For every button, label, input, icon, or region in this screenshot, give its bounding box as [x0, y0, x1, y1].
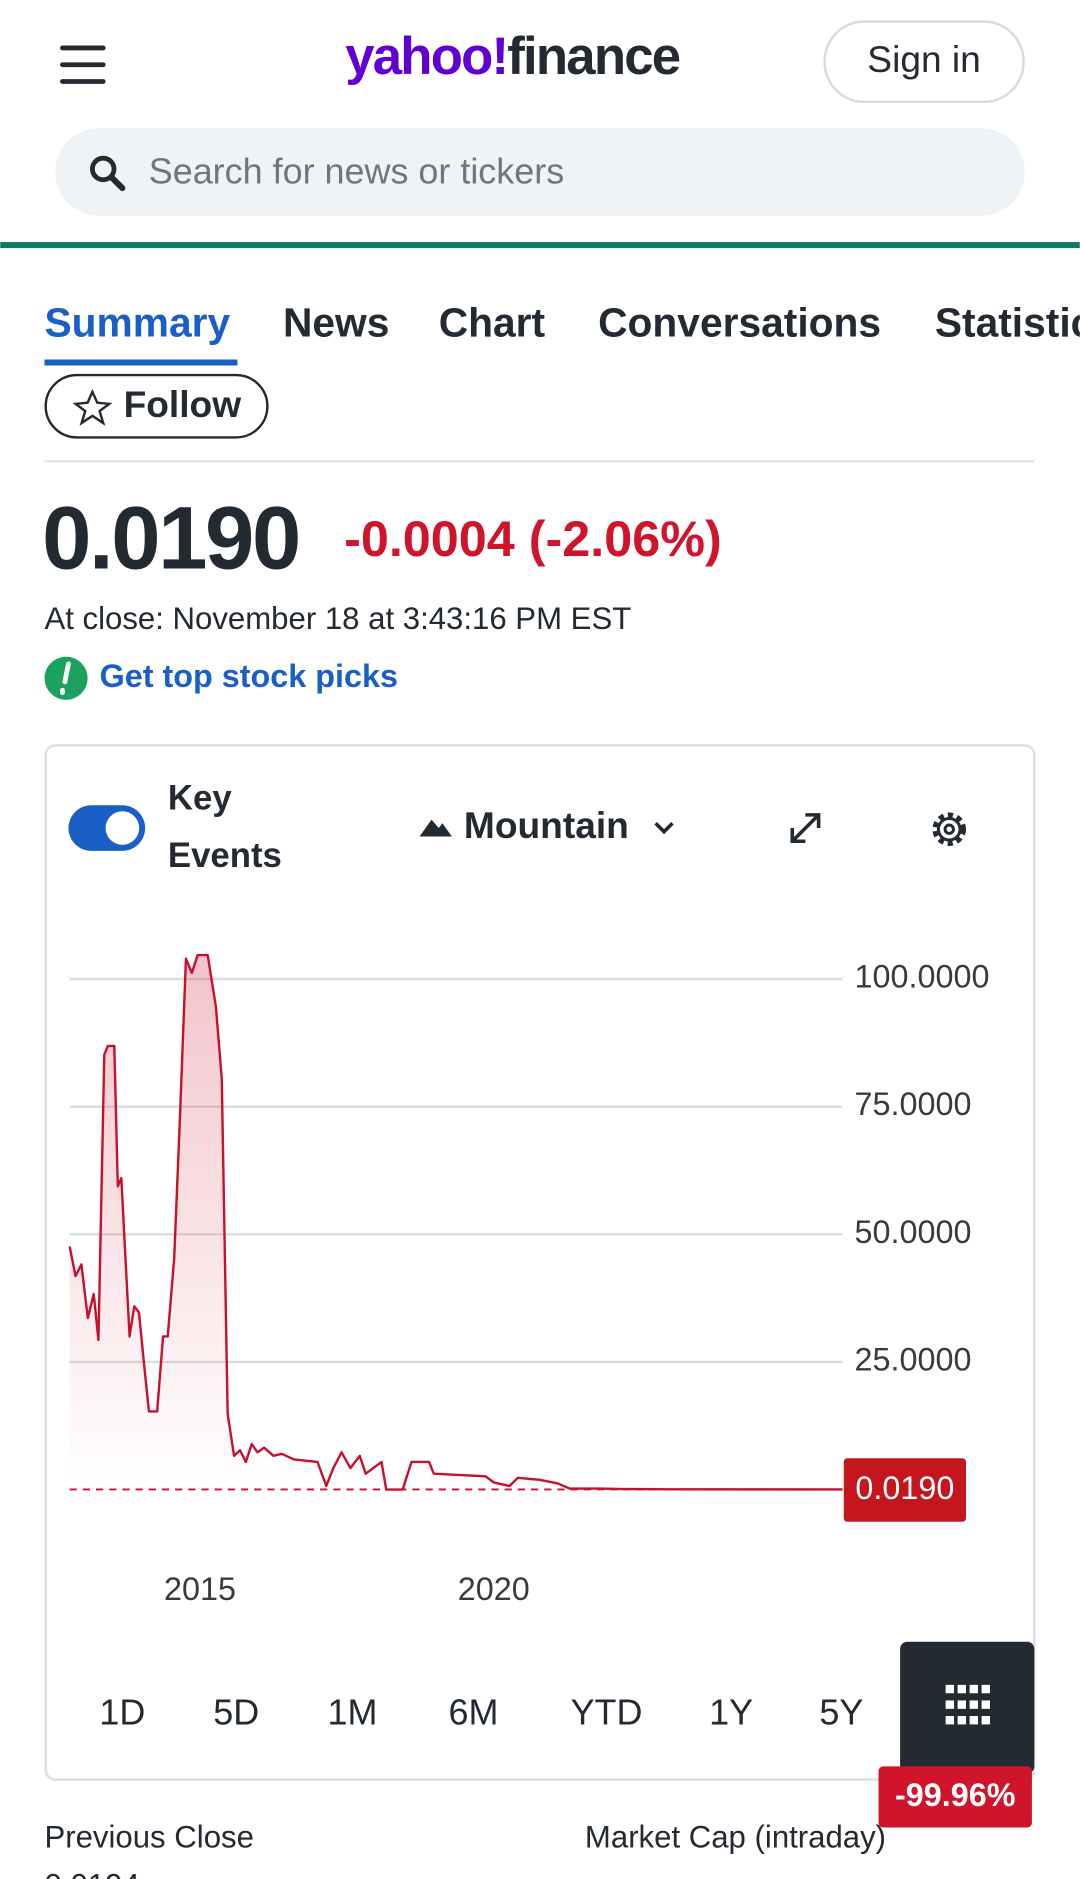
- tab[interactable]: Statistics: [935, 300, 1080, 346]
- x-tick-label: 2020: [458, 1571, 530, 1607]
- tab[interactable]: Conversations: [598, 300, 881, 346]
- gear-teeth: [932, 812, 967, 847]
- range-change-badge: [878, 1766, 1032, 1828]
- tab[interactable]: Summary: [44, 300, 230, 346]
- search-bar[interactable]: [55, 128, 1025, 216]
- tab[interactable]: News: [283, 300, 389, 346]
- follow-label: Follow: [124, 383, 242, 425]
- expand-button[interactable]: [790, 813, 821, 844]
- stat-label: Previous Close: [44, 1820, 253, 1855]
- grid-dot: [981, 1716, 990, 1725]
- grid-dots: [945, 1684, 990, 1725]
- chevron-icon: [654, 821, 674, 835]
- y-tick-label: 50.0000: [855, 1214, 972, 1250]
- range-button[interactable]: 1Y: [709, 1691, 753, 1732]
- menu-bar: [60, 79, 106, 84]
- current-price-label: 0.0190: [855, 1470, 954, 1506]
- search-icon-handle: [108, 174, 126, 192]
- y-tick-label: 100.0000: [855, 959, 990, 995]
- star-icon: [72, 388, 113, 426]
- logo-yahoo: yahoo!: [345, 27, 507, 86]
- grid-dot: [957, 1684, 967, 1694]
- header-divider: [0, 242, 1080, 249]
- grid-dot: [945, 1684, 955, 1694]
- stat-value: 0.0194: [44, 1868, 139, 1879]
- gear-hole: [943, 823, 955, 835]
- chart-style-select[interactable]: Mountain: [464, 804, 629, 846]
- settings-button[interactable]: [932, 812, 967, 847]
- grid-dot: [981, 1684, 990, 1694]
- range-button[interactable]: 5Y: [819, 1691, 863, 1732]
- close-time: At close: November 18 at 3:43:16 PM EST: [44, 601, 631, 636]
- stat-label: Market Cap (intraday): [585, 1820, 886, 1855]
- grid-dot: [957, 1700, 967, 1709]
- y-tick-label: 75.0000: [855, 1086, 972, 1122]
- range-button[interactable]: 1M: [327, 1691, 377, 1732]
- key-events-label: Key: [168, 780, 232, 818]
- mountain-icon: [419, 819, 452, 837]
- grid-dot: [969, 1684, 978, 1694]
- x-tick-label: 2015: [164, 1571, 236, 1607]
- search-placeholder: Search for news or tickers: [149, 150, 564, 191]
- page-content: yahoo!finance Sign in Search for news or…: [0, 20, 1080, 1879]
- range-change: -99.96%: [895, 1777, 1015, 1813]
- picks-icon-mark: [60, 661, 71, 696]
- grid-dot: [945, 1716, 955, 1725]
- grid-dot: [957, 1716, 967, 1725]
- logo[interactable]: yahoo!finance: [345, 27, 681, 86]
- sign-in-label: Sign in: [867, 38, 981, 80]
- gear-body: [936, 816, 962, 842]
- y-tick-label: 25.0000: [855, 1341, 972, 1377]
- tab-underline: [44, 359, 238, 366]
- range-buttons: 1D 5D 1M 6M YTD 1Y 5Y: [99, 1691, 863, 1732]
- picks-link[interactable]: Get top stock picks: [100, 658, 398, 694]
- grid-dot: [981, 1700, 990, 1709]
- toggle-knob: [105, 811, 140, 845]
- range-button[interactable]: 1D: [99, 1691, 145, 1732]
- search-icon: [90, 155, 117, 183]
- price-change: -0.0004 (-2.06%): [344, 510, 722, 567]
- price-line: [68, 953, 843, 1491]
- range-button[interactable]: 5D: [213, 1691, 259, 1732]
- logo-finance: finance: [507, 27, 679, 86]
- key-events-label: Events: [168, 837, 282, 875]
- range-button[interactable]: 6M: [449, 1691, 499, 1732]
- price: 0.0190: [42, 489, 299, 588]
- grid-menu-button[interactable]: [900, 1641, 1035, 1774]
- chart-plot: 25.0000 50.0000 75.0000 100.0000 2015 2020 0.0…: [68, 953, 990, 1607]
- grid-dot: [969, 1700, 978, 1709]
- menu-bar: [60, 62, 106, 68]
- range-button[interactable]: YTD: [571, 1691, 643, 1732]
- grid-dot: [969, 1716, 978, 1725]
- menu-bar: [60, 45, 106, 51]
- sign-in-button[interactable]: [823, 20, 1025, 104]
- current-price-tag: [843, 1458, 967, 1522]
- chart-card: [44, 744, 1036, 1781]
- menu-button[interactable]: [60, 45, 106, 84]
- expand-icon: [790, 813, 821, 844]
- grid-dot: [945, 1700, 955, 1709]
- tab[interactable]: Chart: [439, 300, 546, 346]
